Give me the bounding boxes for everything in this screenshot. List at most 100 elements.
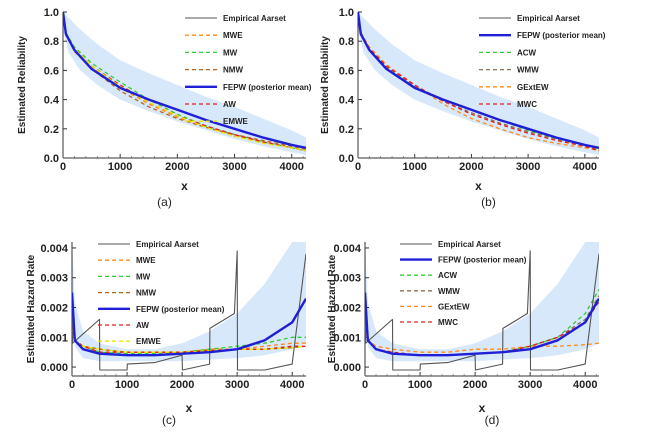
credible-band [72,242,306,362]
legend-label-acw: ACW [438,271,458,280]
y-tick-label: 0.2 [44,124,59,136]
x-tick-label: 1000 [108,161,132,173]
legend-label-aw: AW [223,100,236,109]
x-tick-label: 0 [69,379,75,391]
x-tick-label: 2000 [170,379,194,391]
y-axis-label: Estimated Reliability [17,36,28,134]
y-tick-label: 0.2 [339,124,354,136]
panel-c-hazard-chart: 0 1000 2000 3000 4000 0.000 0.001 0.002 0.003 0.0… [26,240,306,427]
panel-caption: (c) [162,413,176,427]
credible-band [358,12,599,156]
y-tick-label: 0.002 [40,303,68,315]
series-line-empirical-aarset [365,250,599,371]
y-tick-label: 0.4 [44,95,60,107]
y-tick-label: 0.6 [339,65,354,77]
x-tick-label: 4000 [280,379,304,391]
legend-label-wmw: WMW [517,66,539,75]
panel-caption: (b) [481,195,496,209]
legend-label-mw: MW [223,48,238,57]
x-tick-label: 0 [355,161,361,173]
x-tick-label: 1000 [115,379,139,391]
credible-band [365,242,599,362]
x-tick-label: 1000 [408,379,432,391]
x-tick-label: 3000 [225,379,249,391]
y-tick-label: 0.000 [40,362,68,374]
y-tick-label: 0.6 [44,65,59,77]
x-tick-label: 0 [60,161,66,173]
x-axis-label: x [181,179,188,193]
y-tick-label: 0.8 [339,36,354,48]
series-line-empirical-aarset [72,250,306,371]
legend-label-emwe: EMWE [136,337,162,346]
legend-label-mwe: MWE [136,256,156,265]
credible-band [63,12,306,156]
legend-label-mw: MW [136,272,151,281]
x-tick-label: 2000 [459,161,483,173]
y-tick-label: 0.001 [40,332,68,344]
y-axis-label: Estimated Reliability [320,36,331,134]
x-tick-label: 0 [362,379,368,391]
series-line-emwe [72,328,306,353]
y-axis-label: Estimated Hazard Rate [26,254,37,363]
x-tick-label: 2000 [165,161,189,173]
x-axis-label: x [186,401,193,415]
x-tick-label: 4000 [279,161,303,173]
series-line-aw [72,325,306,353]
y-tick-label: 1.0 [44,7,59,19]
y-tick-label: 0.003 [40,273,68,285]
x-tick-label: 3000 [518,379,542,391]
legend-label-mwc: MWC [517,100,537,109]
legend-label-gextew: GExtEW [438,302,470,311]
x-tick-label: 1000 [402,161,426,173]
legend-label-nmw: NMW [223,66,243,75]
series-line-fepw-posterior-mean [72,292,306,357]
x-tick-label: 3000 [516,161,540,173]
y-tick-label: 0.000 [333,362,361,374]
legend-label-wmw: WMW [438,287,460,296]
series-line-fepw-posterior-mean [358,12,599,149]
series-line-gextew [358,12,599,152]
panel-d-hazard-chart: 0 1000 2000 3000 4000 0.000 0.001 0.002 0.003 0.0… [327,240,599,427]
panel-caption: (d) [485,413,500,427]
legend-label-aw: AW [136,321,149,330]
series-line-fepw-posterior-mean [365,292,599,357]
legend-label-fepw-posterior-mean: FEPW (posterior mean) [517,31,606,40]
series-line-gextew [365,325,599,353]
y-tick-label: 1.0 [339,7,354,19]
panel-b-reliability-chart: 0 1000 2000 3000 4000 0.0 0.2 0.4 0.6 0.8 1.0 x Esti… [320,7,606,209]
x-tick-label: 4000 [573,379,597,391]
x-axis-label: x [475,179,482,193]
y-tick-label: 0.8 [44,36,59,48]
panel-a-reliability-chart: 0 1000 2000 3000 4000 0.0 0.2 0.4 0.6 0.8 1.0 x Esti… [17,7,312,209]
x-axis-label: x [479,401,486,415]
x-tick-label: 3000 [222,161,246,173]
panel-caption: (a) [157,195,172,209]
legend-label-mwe: MWE [223,31,243,40]
legend-label-fepw-posterior-mean: FEPW (posterior mean) [438,256,527,265]
y-tick-label: 0.002 [333,303,361,315]
y-tick-label: 0.004 [333,243,361,255]
y-tick-label: 0.0 [44,153,59,165]
y-tick-label: 0.003 [333,273,361,285]
y-tick-label: 0.4 [339,95,355,107]
legend-label-empirical-aarset: Empirical Aarset [438,240,501,249]
series-line-mw [72,322,306,355]
legend-label-empirical-aarset: Empirical Aarset [136,240,199,249]
series-line-fepw-posterior-mean [63,12,306,149]
y-tick-label: 0.001 [333,332,361,344]
x-tick-label: 2000 [463,379,487,391]
y-tick-label: 0.0 [339,153,354,165]
legend-label-acw: ACW [517,48,537,57]
y-tick-label: 0.004 [40,243,68,255]
legend-label-mwc: MWC [438,318,458,327]
legend-label-fepw-posterior-mean: FEPW (posterior mean) [223,83,312,92]
legend-label-emwe: EMWE [223,117,249,126]
legend-label-empirical-aarset: Empirical Aarset [517,14,580,23]
legend-label-nmw: NMW [136,289,156,298]
legend-label-fepw-posterior-mean: FEPW (posterior mean) [136,305,225,314]
x-tick-label: 4000 [573,161,597,173]
y-axis-label: Estimated Hazard Rate [327,254,338,363]
legend-label-empirical-aarset: Empirical Aarset [223,14,286,23]
legend-label-gextew: GExtEW [517,83,549,92]
